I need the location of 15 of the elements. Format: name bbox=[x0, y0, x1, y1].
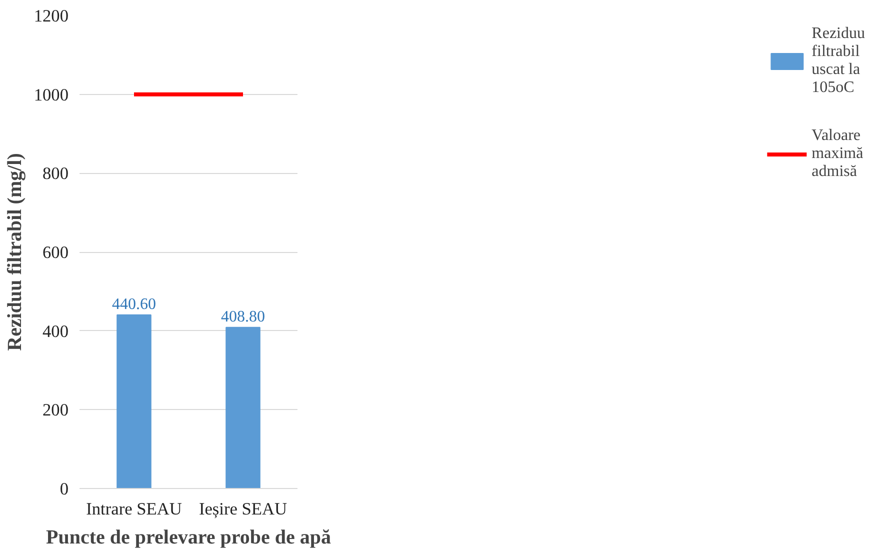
data-label: 440.60 bbox=[112, 296, 156, 313]
y-tick-label: 800 bbox=[42, 164, 69, 184]
y-axis-title: Reziduu filtrabil (mg/l) bbox=[4, 153, 26, 351]
data-label: 408.80 bbox=[221, 308, 265, 326]
x-tick-label: Intrare SEAU bbox=[86, 500, 182, 518]
y-tick-label: 1200 bbox=[34, 6, 68, 26]
x-axis-title: Puncte de prelevare probe de apă bbox=[46, 526, 331, 548]
y-tick-label: 0 bbox=[60, 480, 69, 498]
y-tick-label: 600 bbox=[42, 243, 69, 262]
y-tick-label: 400 bbox=[42, 322, 69, 341]
y-tick-label: 200 bbox=[42, 400, 69, 420]
x-tick-label: Ieșire SEAU bbox=[198, 500, 288, 518]
legend-label: Reziduu filtrabil uscat la 105oC bbox=[812, 25, 865, 97]
legend-label: Valoare maximă admisă bbox=[812, 127, 864, 181]
y-tick-label: 1000 bbox=[34, 85, 68, 104]
